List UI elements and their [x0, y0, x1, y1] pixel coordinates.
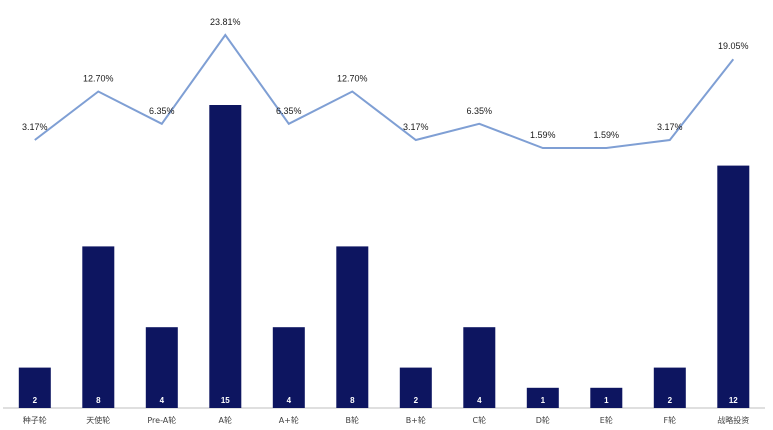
x-tick-label: 天使轮: [86, 415, 110, 425]
x-tick-label: 种子轮: [23, 415, 47, 425]
percent-label: 23.81%: [210, 17, 241, 27]
bar-value-label: 2: [414, 396, 419, 405]
percent-label: 19.05%: [718, 41, 749, 51]
bar-value-label: 2: [33, 396, 38, 405]
percent-label: 1.59%: [530, 130, 556, 140]
x-tick-label: D轮: [536, 415, 550, 425]
x-tick-label: E轮: [600, 415, 613, 425]
x-tick-label: A轮: [219, 415, 232, 425]
x-tick-label: C轮: [473, 415, 487, 425]
bar-value-label: 4: [287, 396, 292, 405]
bar-B轮: [336, 246, 369, 408]
bar-B+轮: [399, 367, 432, 408]
bar-value-label: 15: [221, 396, 230, 405]
bar-F轮: [653, 367, 686, 408]
bar-D轮: [526, 387, 559, 408]
percentage-line: [34, 33, 735, 149]
x-tick-label: A+轮: [279, 415, 299, 425]
bar-天使轮: [82, 246, 115, 408]
bar-value-label: 4: [160, 396, 165, 405]
percent-label: 12.70%: [83, 74, 114, 84]
percent-label: 1.59%: [594, 130, 620, 140]
bar-value-label: 4: [477, 396, 482, 405]
bar-value-label: 1: [541, 396, 546, 405]
bar-E轮: [590, 387, 623, 408]
percent-label: 3.17%: [657, 122, 683, 132]
x-tick-label: 战略投资: [717, 415, 749, 425]
bar-A+轮: [272, 327, 305, 408]
bar-value-label: 8: [96, 396, 101, 405]
bar-战略投资: [717, 165, 750, 408]
label-group: 2 3.17% 8 12.70% 4 6.35% 15 23.81% 4 6.35% 8 12.70%…: [22, 17, 749, 405]
bar-group: [18, 105, 750, 408]
percent-label: 12.70%: [337, 74, 368, 84]
bar-value-label: 1: [604, 396, 609, 405]
bar-C轮: [463, 327, 496, 408]
bar-Pre-A轮: [145, 327, 178, 408]
x-tick-group: 种子轮 天使轮 Pre-A轮 A轮 A+轮 B轮 B+轮 C轮 D轮 E轮 F轮 战略投资: [23, 415, 749, 425]
bar-A轮: [209, 105, 242, 408]
x-tick-label: F轮: [663, 415, 676, 425]
bar-value-label: 12: [729, 396, 738, 405]
x-tick-label: B轮: [346, 415, 360, 425]
bar-value-label: 2: [668, 396, 673, 405]
percent-label: 6.35%: [276, 106, 302, 116]
x-tick-label: B+轮: [406, 415, 426, 425]
percent-label: 3.17%: [403, 122, 429, 132]
percent-label: 6.35%: [149, 106, 175, 116]
percent-label: 6.35%: [467, 106, 493, 116]
bar-种子轮: [18, 367, 51, 408]
percent-label: 3.17%: [22, 122, 48, 132]
bar-value-label: 8: [350, 396, 355, 405]
x-tick-label: Pre-A轮: [147, 415, 176, 425]
